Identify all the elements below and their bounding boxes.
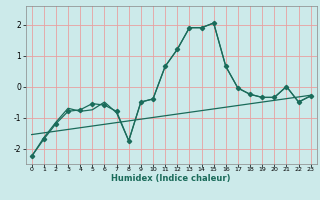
X-axis label: Humidex (Indice chaleur): Humidex (Indice chaleur) [111,174,231,183]
